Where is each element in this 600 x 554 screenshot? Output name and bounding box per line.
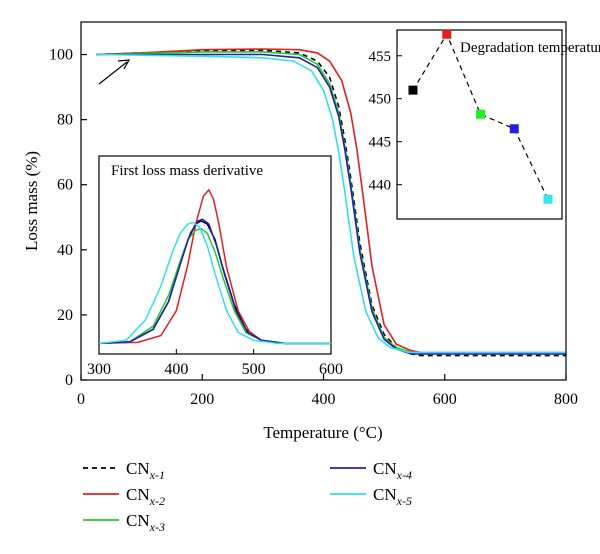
inset-derivative-frame xyxy=(98,155,332,355)
inset-y-tick-label: 455 xyxy=(369,49,392,65)
x-tick-label: 800 xyxy=(554,391,578,408)
degradation-point-x-5 xyxy=(543,194,553,204)
main-series-lines xyxy=(96,48,566,357)
y-tick-label: 60 xyxy=(57,177,73,194)
inset-derivative-title: First loss mass derivative xyxy=(111,163,263,179)
series-line-x-4 xyxy=(96,53,566,355)
legend-label-x-5: CNx-5 xyxy=(373,485,412,508)
inset-y-tick-label: 440 xyxy=(369,178,392,194)
derivative-line-x-5 xyxy=(99,221,331,345)
x-axis-label: Temperature (°C) xyxy=(263,423,382,442)
y-tick-label: 20 xyxy=(57,307,73,324)
inset-derivative-lines xyxy=(99,188,331,345)
y-tick-label: 100 xyxy=(49,47,73,64)
arrow-annotation xyxy=(98,59,131,85)
x-tick-label: 200 xyxy=(190,391,214,408)
degradation-point-x-2 xyxy=(442,29,452,39)
degradation-point-x-3 xyxy=(476,109,485,119)
main-plot-frame xyxy=(80,21,567,381)
inset-degradation-title: Degradation temperature xyxy=(460,40,600,56)
series-line-x-1 xyxy=(96,49,566,357)
inset-y-tick-label: 450 xyxy=(369,92,392,108)
inset-x-tick-label: 300 xyxy=(87,361,111,378)
inset-degradation-plot: 440 445 450 455 Degradation temperature xyxy=(369,29,600,220)
inset-degradation-ticks: 440 445 450 455 xyxy=(369,49,402,194)
legend-label-x-2: CNx-2 xyxy=(126,485,165,508)
series-line-x-5 xyxy=(96,53,566,354)
legend-label-x-1: CNx-1 xyxy=(126,459,165,482)
y-tick-label: 0 xyxy=(65,372,73,389)
inset-degradation-points xyxy=(408,29,553,204)
y-axis-label: Loss mass (%) xyxy=(22,151,41,251)
legend-label-x-3: CNx-3 xyxy=(126,511,165,534)
degradation-point-x-1 xyxy=(408,85,418,95)
legend-label-x-4: CNx-4 xyxy=(373,459,412,482)
legend: CNx-1 CNx-2 CNx-3 CNx-4 CNx-5 xyxy=(83,459,412,534)
inset-degradation-frame xyxy=(396,29,563,220)
inset-x-tick-label: 400 xyxy=(164,361,188,378)
inset-derivative-plot: 300 400 500 600 First loss mass derivative xyxy=(87,155,343,378)
x-tick-label: 600 xyxy=(433,391,457,408)
inset-x-tick-label: 500 xyxy=(242,361,266,378)
x-tick-label: 400 xyxy=(312,391,336,408)
inset-derivative-ticks: 300 400 500 600 xyxy=(87,349,343,378)
degradation-point-x-4 xyxy=(509,124,519,134)
inset-x-tick-label: 600 xyxy=(319,361,343,378)
derivative-line-x-4 xyxy=(99,218,331,345)
y-tick-label: 80 xyxy=(57,112,73,129)
inset-y-tick-label: 445 xyxy=(369,135,392,151)
x-tick-label: 0 xyxy=(77,391,85,408)
y-tick-label: 40 xyxy=(57,242,73,259)
